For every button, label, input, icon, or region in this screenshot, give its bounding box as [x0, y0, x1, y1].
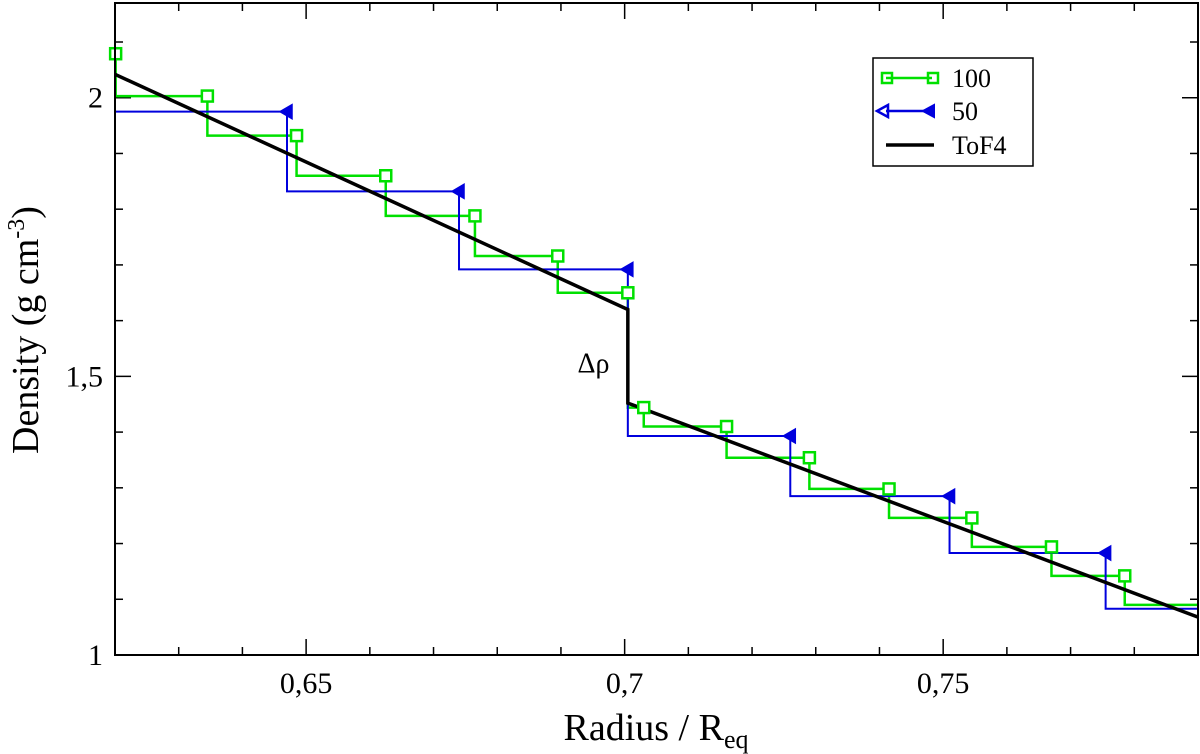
series-100-point: [882, 482, 896, 496]
series-100-point: [468, 209, 482, 223]
series-100-point: [1044, 540, 1059, 554]
x-axis-title-subscript: eq: [724, 725, 749, 754]
series-100-point: [719, 419, 734, 434]
y-axis-title-superscript: -3: [4, 219, 30, 239]
legend-marker-50: [920, 103, 935, 119]
series-100-point: [289, 128, 304, 143]
legend-marker-50: [874, 102, 890, 120]
y-axis-title-main: Density (g cm: [5, 239, 47, 454]
legend-entry-tof4: ToF4: [886, 131, 1007, 160]
y-tick-label: 1,5: [66, 360, 104, 393]
x-axis-title: Radius / Req: [563, 707, 748, 754]
series-100-point: [551, 249, 565, 263]
legend-marker-100: [880, 71, 894, 85]
series-100-point: [637, 400, 651, 415]
legend-entry-100: 100: [880, 64, 991, 93]
x-tick-label: 0,7: [606, 667, 644, 700]
legend-entry-50: 50: [874, 97, 978, 126]
y-tick-label: 1: [88, 639, 103, 672]
series-layer: [108, 46, 1198, 619]
series-100-point: [621, 286, 635, 300]
series-100-point: [965, 511, 979, 525]
series-50-point: [450, 183, 465, 200]
series-tof4-line: [115, 72, 1198, 619]
y-tick-label: 2: [88, 82, 103, 115]
series-50-point: [1097, 544, 1112, 562]
series-50-point: [941, 487, 956, 505]
tick-labels: 0,65 0,7 0,75 1 1,5 2: [66, 82, 970, 700]
legend-label-100: 100: [952, 64, 991, 93]
legend-label-tof4: ToF4: [952, 131, 1007, 160]
legend-label-50: 50: [952, 97, 978, 126]
plot-frame: [114, 2, 1199, 656]
y-axis-title: Density (g cm-3): [4, 206, 47, 454]
legend: 100 50 ToF4: [872, 57, 1034, 167]
series-100-line: [115, 53, 1198, 607]
y-axis-title-close: ): [5, 206, 47, 219]
series-50-point: [619, 261, 634, 278]
series-100-point: [802, 450, 817, 465]
series-50-point: [278, 103, 293, 120]
delta-rho-annotation: Δρ: [578, 348, 610, 379]
series-50-point: [781, 427, 797, 445]
series-100-point: [200, 89, 215, 103]
series-50-line: [115, 110, 1198, 610]
legend-marker-100: [926, 71, 940, 85]
series-100-point: [1117, 569, 1132, 583]
x-axis-title-main: Radius / R: [563, 707, 724, 749]
series-100-point: [379, 169, 393, 183]
x-tick-label: 0,65: [280, 667, 333, 700]
x-tick-label: 0,75: [917, 667, 970, 700]
